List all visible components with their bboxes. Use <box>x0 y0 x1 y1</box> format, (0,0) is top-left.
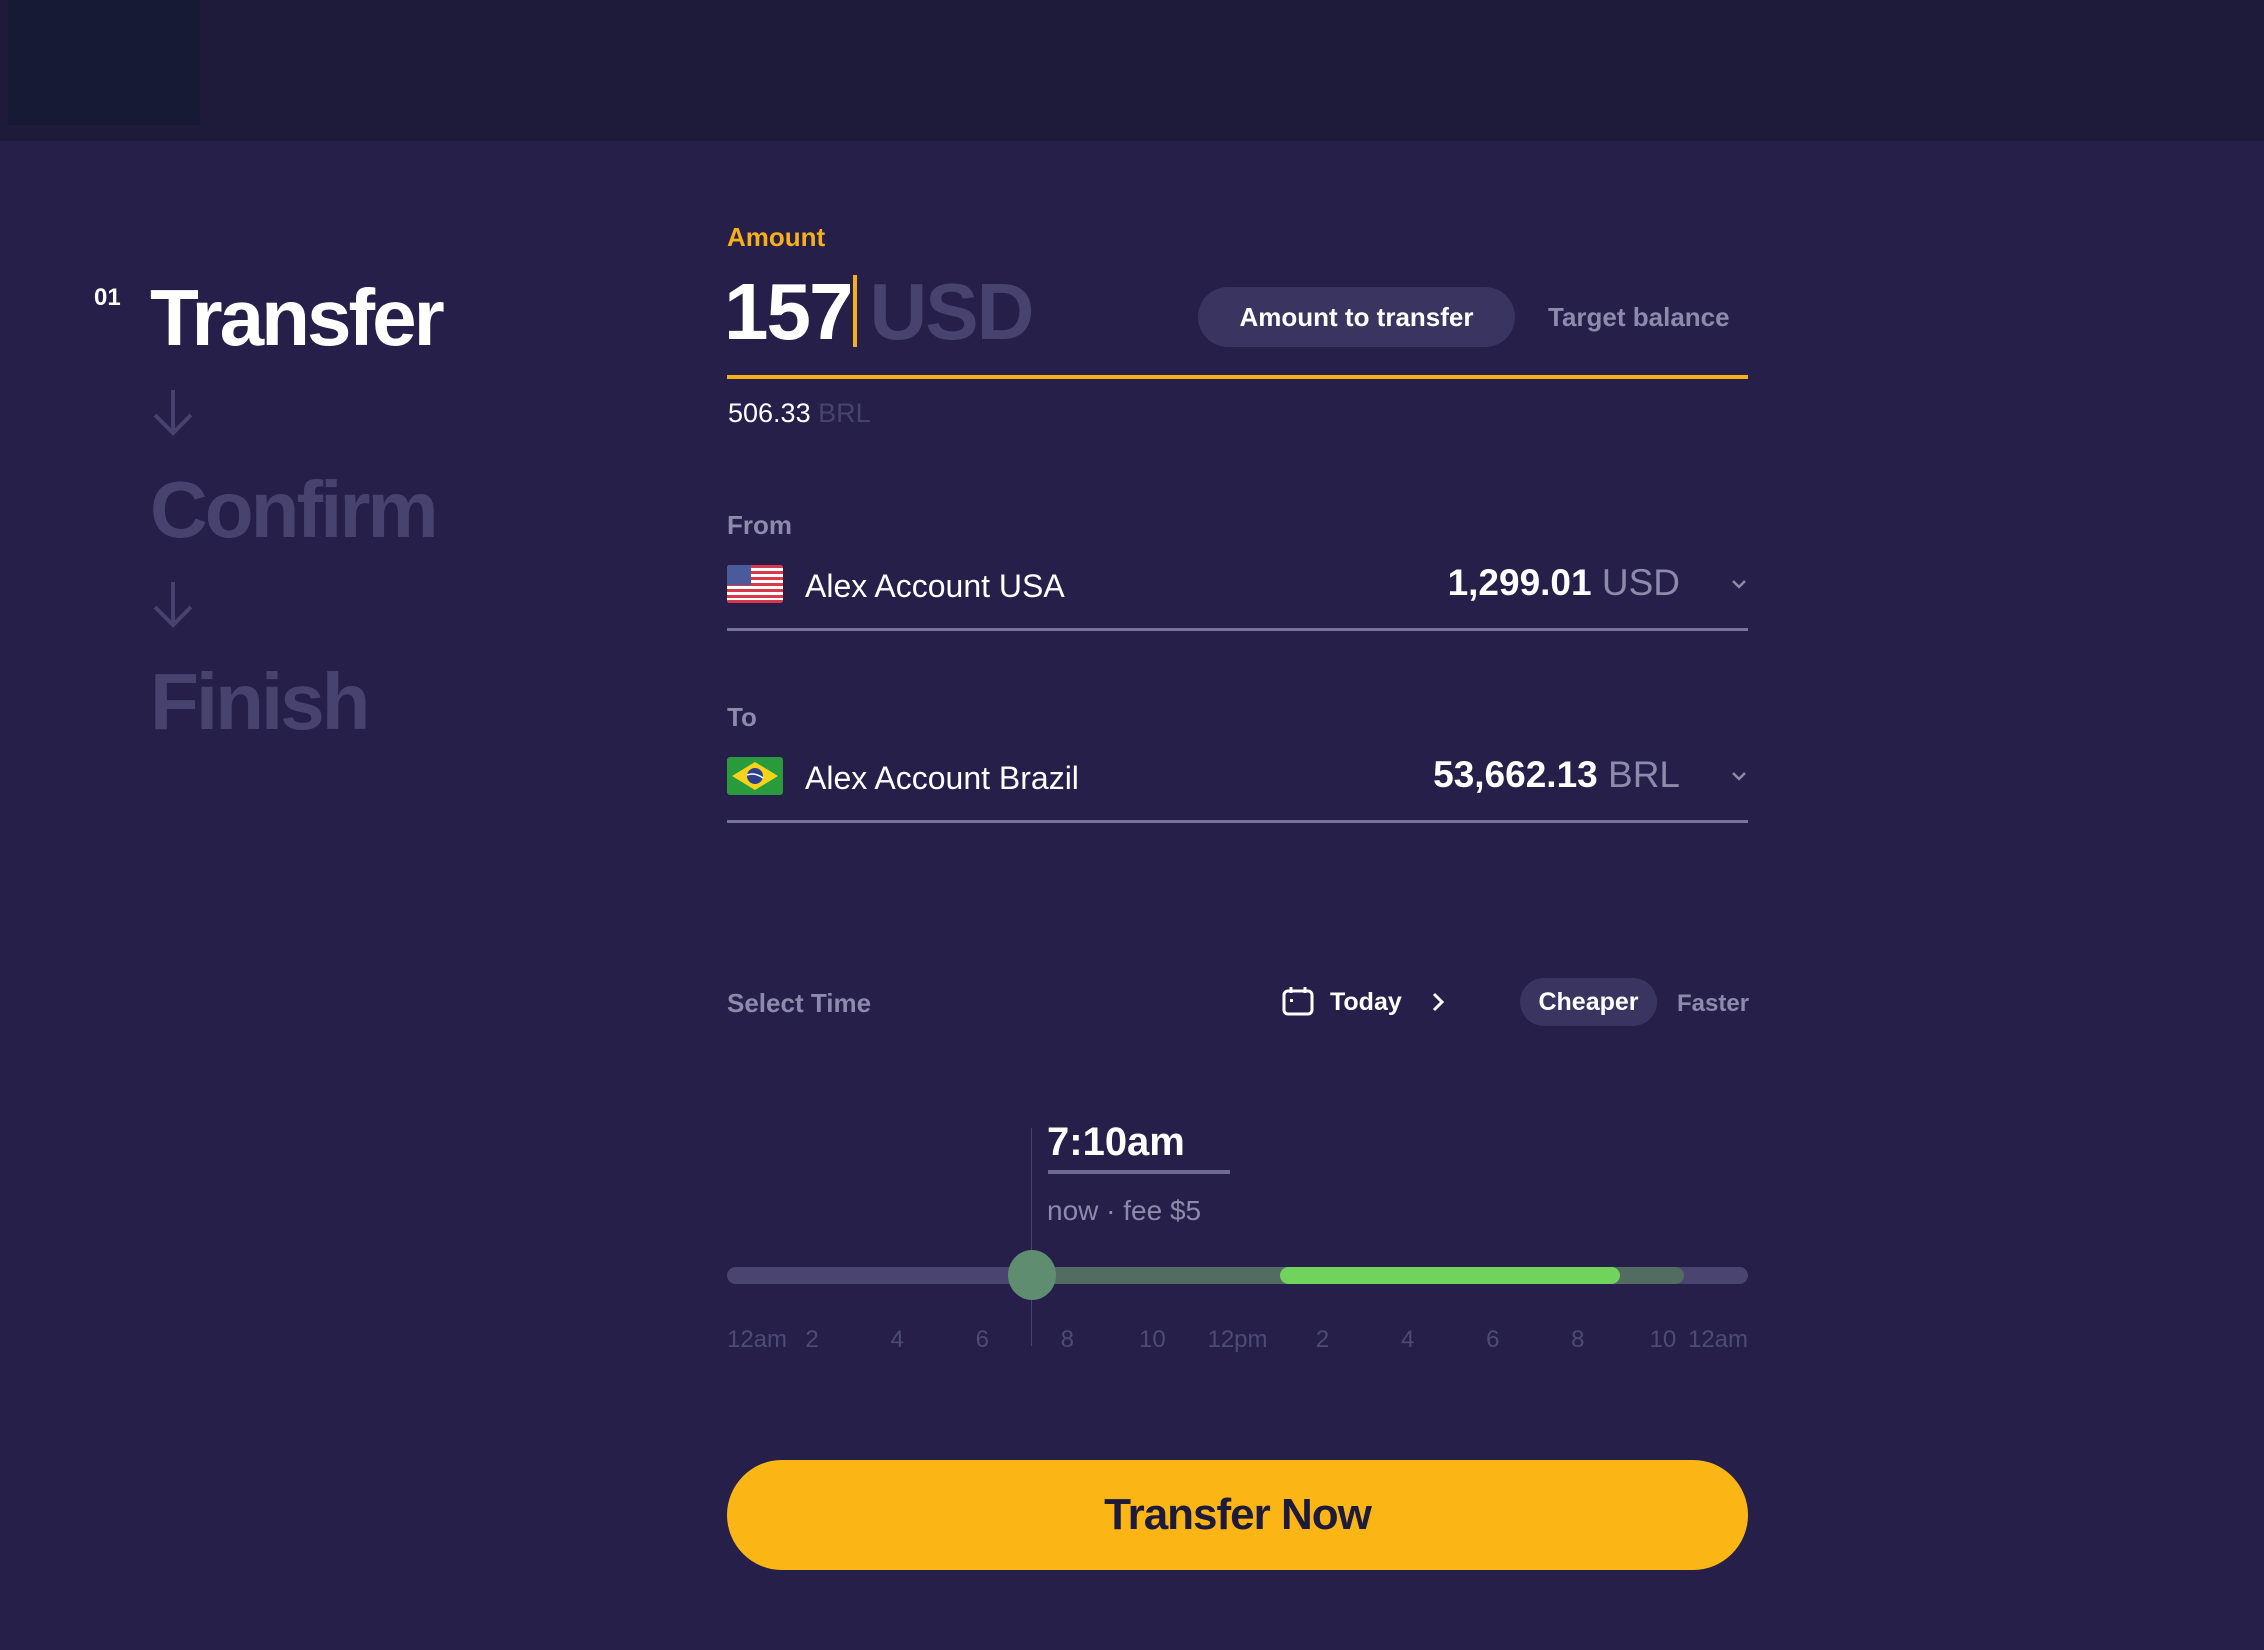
time-tick-label: 8 <box>1060 1326 1075 1353</box>
amount-label: Amount <box>727 222 826 252</box>
time-tick-label: 8 <box>1571 1326 1585 1353</box>
amount-underline <box>727 375 1748 379</box>
time-tick-label: 6 <box>1486 1326 1500 1353</box>
from-account-name: Alex Account USA <box>805 568 1065 604</box>
time-tick-label: 4 <box>1400 1326 1415 1353</box>
arrow-down-icon <box>153 582 193 628</box>
transfer-now-button[interactable]: Transfer Now <box>727 1460 1748 1570</box>
converted-value: 506.33 <box>728 398 811 428</box>
amount-value: 157 <box>724 267 853 356</box>
amount-to-transfer-toggle[interactable]: Amount to transfer <box>1198 287 1515 347</box>
amount-currency: USD <box>869 267 1034 356</box>
time-detail: now · fee $5 <box>1047 1195 1202 1226</box>
time-tick-label: 12pm <box>1207 1326 1268 1353</box>
to-underline <box>727 820 1748 823</box>
to-balance-value: 53,662.13 <box>1433 754 1598 795</box>
text-caret <box>853 275 858 347</box>
step-number: 01 <box>94 284 121 311</box>
arrow-down-icon <box>153 390 193 436</box>
step-transfer: Transfer <box>150 273 445 362</box>
converted-amount: 506.33 BRL <box>728 398 871 429</box>
us-flag-icon <box>727 565 783 603</box>
logo-placeholder <box>8 0 200 125</box>
converted-currency: BRL <box>818 398 871 428</box>
time-tick-label: 2 <box>1315 1326 1330 1353</box>
selected-time: 7:10am <box>1047 1120 1185 1164</box>
amount-input[interactable]: 157 USD <box>724 272 1034 352</box>
from-balance: 1,299.01 USD <box>1448 562 1680 604</box>
from-balance-value: 1,299.01 <box>1447 562 1592 603</box>
target-balance-toggle[interactable]: Target balance <box>1548 302 1730 332</box>
time-tick-label: 4 <box>890 1326 904 1353</box>
day-selector[interactable]: Today <box>1330 988 1402 1016</box>
from-currency: USD <box>1601 562 1680 603</box>
step-finish: Finish <box>150 657 371 746</box>
from-label: From <box>727 510 792 540</box>
to-currency: BRL <box>1608 754 1680 795</box>
select-time-label: Select Time <box>727 988 872 1018</box>
step-confirm: Confirm <box>150 465 439 554</box>
to-label: To <box>727 702 757 732</box>
chevron-right-icon[interactable] <box>1428 988 1448 1016</box>
cheapest-range <box>1280 1267 1621 1284</box>
faster-toggle[interactable]: Faster <box>1677 990 1750 1017</box>
time-tick-label: 2 <box>805 1326 819 1353</box>
calendar-icon[interactable] <box>1282 986 1314 1016</box>
now-marker-line <box>1031 1128 1032 1346</box>
top-bar <box>0 0 2264 141</box>
brazil-flag-icon <box>727 757 783 795</box>
chevron-down-icon[interactable] <box>1728 765 1750 787</box>
to-balance: 53,662.13 BRL <box>1433 754 1680 796</box>
time-tick-label: 12am <box>1687 1326 1749 1353</box>
time-tick-label: 12am <box>726 1326 788 1353</box>
from-underline <box>727 628 1748 631</box>
time-tick-label: 10 <box>1649 1326 1677 1353</box>
time-tick-label: 6 <box>975 1326 989 1353</box>
time-tick-label: 10 <box>1139 1326 1166 1353</box>
to-account-name: Alex Account Brazil <box>805 760 1079 796</box>
chevron-down-icon[interactable] <box>1728 573 1750 595</box>
time-slider-thumb[interactable] <box>1008 1250 1057 1300</box>
cheaper-toggle[interactable]: Cheaper <box>1520 978 1657 1026</box>
selected-time-underline <box>1048 1170 1230 1174</box>
